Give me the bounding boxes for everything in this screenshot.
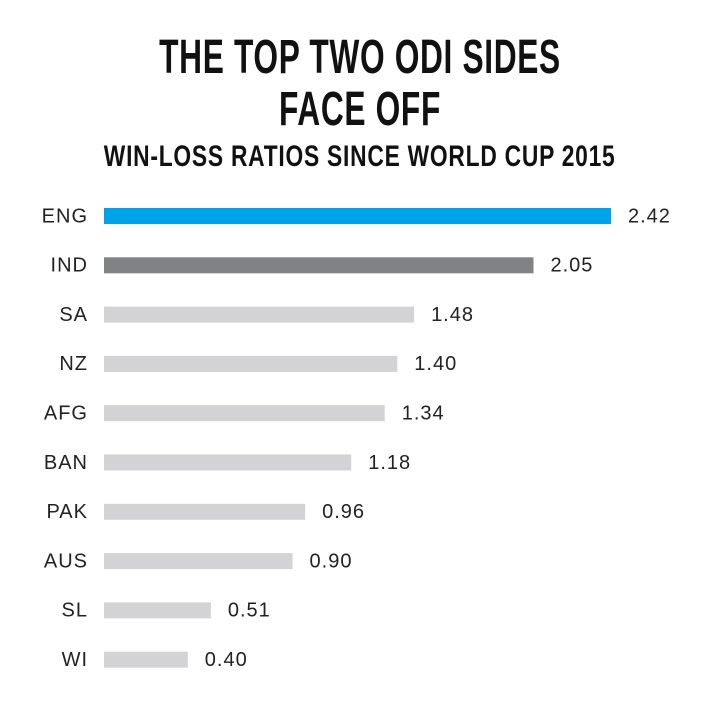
bar xyxy=(104,651,188,668)
bar xyxy=(104,553,293,570)
bar xyxy=(104,503,306,520)
category-label: SL xyxy=(62,600,88,622)
value-label: 1.48 xyxy=(431,304,474,326)
value-label: 2.05 xyxy=(550,255,593,277)
title-wrap: THE TOP TWO ODI SIDES FACE OFF xyxy=(0,32,720,136)
value-label: 1.18 xyxy=(368,452,411,474)
category-label: AUS xyxy=(44,550,88,572)
category-label: ENG xyxy=(42,205,88,227)
bar xyxy=(104,454,352,471)
value-label: 0.96 xyxy=(322,501,365,523)
category-label: NZ xyxy=(59,353,88,375)
value-label: 0.51 xyxy=(228,600,271,622)
category-label: SA xyxy=(59,304,88,326)
chart-title: THE TOP TWO ODI SIDES FACE OFF xyxy=(159,31,561,136)
category-label: AFG xyxy=(44,402,88,424)
chart-subtitle: WIN-LOSS RATIOS SINCE WORLD CUP 2015 xyxy=(104,140,616,173)
value-label: 0.40 xyxy=(205,649,248,671)
value-label: 1.34 xyxy=(402,402,445,424)
bar xyxy=(104,355,398,372)
bar xyxy=(104,306,415,323)
value-label: 1.40 xyxy=(414,353,457,375)
category-label: IND xyxy=(51,255,88,277)
subtitle-wrap: WIN-LOSS RATIOS SINCE WORLD CUP 2015 xyxy=(0,140,720,174)
bar xyxy=(104,602,211,619)
value-label: 2.42 xyxy=(628,205,671,227)
category-label: WI xyxy=(62,649,88,671)
category-label: BAN xyxy=(44,452,88,474)
bar xyxy=(104,208,611,224)
value-label: 0.90 xyxy=(310,550,353,572)
bar xyxy=(104,257,534,274)
bar xyxy=(104,405,385,422)
category-label: PAK xyxy=(46,501,88,523)
